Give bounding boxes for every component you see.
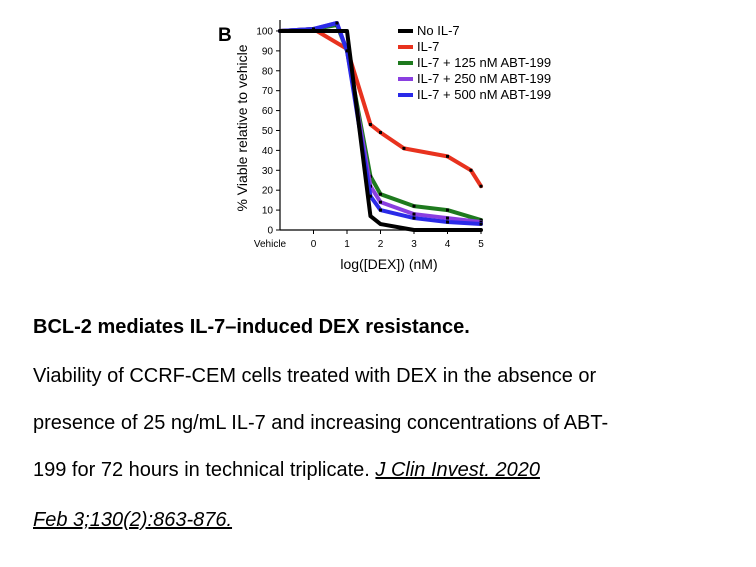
x-tick-label: Vehicle [254, 239, 287, 250]
data-point [412, 212, 416, 216]
data-point [446, 228, 449, 232]
x-tick-label: 3 [411, 239, 417, 250]
data-point [335, 21, 339, 25]
data-point [479, 184, 483, 188]
data-point [446, 154, 449, 158]
data-point [402, 146, 406, 150]
legend-label: No IL-7 [417, 23, 460, 38]
y-tick-label: 60 [262, 106, 274, 117]
data-point [368, 123, 372, 127]
citation-link-part1[interactable]: J Clin Invest. 2020 [375, 459, 540, 481]
caption-line-3-text: 199 for 72 hours in technical triplicate… [33, 459, 370, 481]
data-point [479, 222, 483, 226]
y-tick-label: 30 [262, 166, 274, 177]
data-point [379, 208, 382, 212]
y-tick-label: 80 [262, 66, 274, 77]
caption-line-3: 199 for 72 hours in technical triplicate… [33, 460, 733, 480]
y-tick-label: 50 [262, 126, 274, 137]
data-point [412, 216, 416, 220]
data-point [278, 29, 282, 33]
series-layer [278, 21, 483, 232]
caption-line-2: presence of 25 ng/mL IL-7 and increasing… [33, 412, 609, 434]
y-tick-label: 20 [262, 186, 274, 197]
viability-chart: B 0 10 20 30 40 50 60 70 80 90 100 Vehicle 0 1 2 3 4 5 No… [218, 20, 551, 272]
data-point [368, 214, 372, 218]
legend-label: IL-7 + 125 nM ABT-199 [417, 55, 551, 70]
y-tick-label: 40 [262, 146, 274, 157]
y-tick-label: 10 [262, 206, 274, 217]
data-point [379, 192, 382, 196]
y-axis-label: % Viable relative to vehicle [234, 44, 250, 211]
y-tick-label: 70 [262, 86, 274, 97]
data-point [479, 228, 483, 232]
data-point [345, 49, 349, 53]
y-tick-label: 100 [256, 26, 273, 37]
y-tick-label: 0 [267, 226, 273, 237]
data-point [368, 194, 372, 198]
y-tick-label: 90 [262, 46, 274, 57]
caption-line-4: Feb 3;130(2):863-876. [33, 510, 733, 530]
citation-link-part2[interactable]: Feb 3;130(2):863-876. [33, 509, 233, 531]
data-point [446, 216, 449, 220]
data-point [446, 208, 449, 212]
data-point [446, 220, 449, 224]
x-tick-label: 2 [378, 239, 384, 250]
caption-line-1: Viability of CCRF-CEM cells treated with… [33, 365, 597, 387]
x-tick-label: 0 [311, 239, 317, 250]
legend-label: IL-7 + 500 nM ABT-199 [417, 87, 551, 102]
data-point [469, 168, 473, 172]
series-line [278, 26, 483, 189]
data-point [412, 228, 416, 232]
legend-label: IL-7 [417, 39, 439, 54]
x-axis-label: log([DEX]) (nM) [340, 256, 437, 272]
caption-title: BCL-2 mediates IL-7–induced DEX resistan… [33, 316, 470, 338]
x-tick-label: 4 [445, 239, 451, 250]
data-point [379, 200, 382, 204]
legend-label: IL-7 + 250 nM ABT-199 [417, 71, 551, 86]
panel-label: B [218, 25, 232, 46]
x-tick-label: 5 [478, 239, 484, 250]
data-point [379, 130, 382, 134]
data-point [345, 29, 349, 33]
data-point [379, 222, 382, 226]
x-tick-label: 1 [344, 239, 350, 250]
data-point [412, 204, 416, 208]
